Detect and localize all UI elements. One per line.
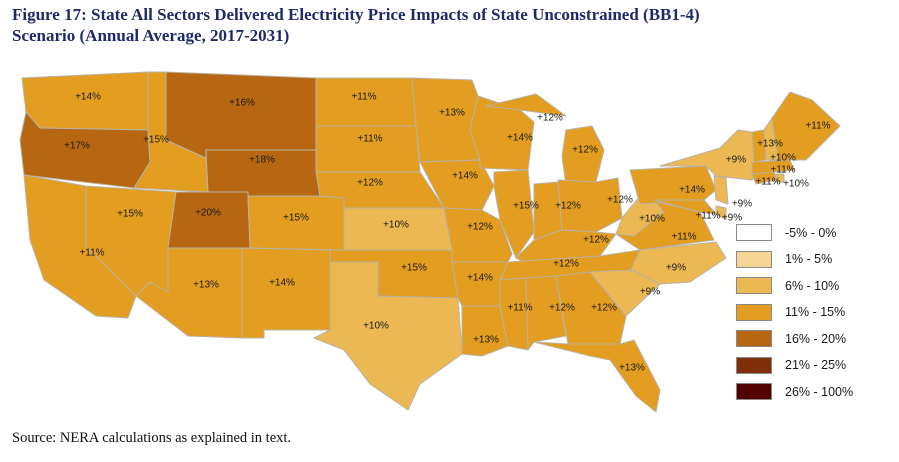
state-label-ia: +14% — [452, 171, 478, 182]
legend-label: 6% - 10% — [785, 278, 840, 293]
state-label-wa: +14% — [75, 92, 101, 103]
state-label-nh: +10% — [770, 153, 796, 164]
state-label-ks: +10% — [383, 220, 409, 231]
legend-item: 11% - 15% — [736, 302, 853, 323]
state-label-mn: +13% — [439, 108, 465, 119]
state-label-me: +11% — [805, 121, 830, 132]
legend-label: 21% - 25% — [785, 358, 847, 372]
state-label-tx: +10% — [363, 321, 389, 332]
legend-label: 26% - 100% — [785, 384, 854, 399]
legend-item: 21% - 25% — [736, 355, 853, 376]
state-label-tn: +12% — [553, 259, 579, 270]
state-label-in: +12% — [555, 201, 581, 212]
state-label-sc: +9% — [640, 287, 660, 298]
state-label-sd: +11% — [357, 134, 382, 145]
state-mi — [561, 125, 605, 187]
state-label-or: +17% — [64, 141, 90, 152]
legend-item: 6% - 10% — [736, 275, 853, 296]
state-me — [771, 91, 841, 161]
state-label-up: +12% — [537, 113, 563, 124]
state-label-md: +11% — [695, 211, 720, 222]
legend-item: 26% - 100% — [736, 381, 853, 402]
us-state-map: +14% +17% +11% +15% +15% +16% +18% +20% +15% +13%… — [19, 71, 841, 413]
legend-item: 16% - 20% — [736, 328, 853, 349]
map-legend: -5% - 0% 1% - 5% 6% - 10% 11% - 15% 16% - 20… — [736, 222, 853, 408]
legend-item: 1% - 5% — [736, 249, 853, 270]
state-nm — [241, 247, 331, 339]
state-mo — [443, 207, 513, 263]
state-label-vt: +13% — [757, 139, 783, 150]
state-label-ca: +11% — [79, 248, 104, 259]
figure-title: Figure 17: State All Sectors Delivered E… — [12, 4, 892, 46]
legend-label: -5% - 0% — [785, 225, 837, 240]
state-ms — [499, 277, 529, 351]
state-ia — [419, 159, 495, 211]
state-label-ne: +12% — [357, 178, 383, 189]
legend-swatch — [736, 303, 772, 321]
state-label-mt: +16% — [229, 98, 255, 109]
legend-label: 11% - 15% — [785, 305, 846, 319]
state-label-la: +13% — [473, 335, 499, 346]
state-mt — [165, 71, 317, 159]
state-label-mi: +12% — [572, 145, 598, 156]
state-ut — [167, 191, 251, 249]
legend-label: 1% - 5% — [785, 252, 833, 266]
legend-swatch — [736, 383, 772, 400]
state-label-id: +15% — [143, 135, 169, 146]
legend-swatch — [736, 277, 772, 294]
state-label-ma: +11% — [770, 165, 795, 176]
state-label-nc: +9% — [666, 263, 686, 274]
state-al — [525, 275, 567, 351]
state-label-mo: +12% — [467, 222, 493, 233]
legend-swatch — [736, 250, 772, 268]
state-fl — [533, 339, 661, 413]
state-label-co: +15% — [283, 213, 309, 224]
state-label-nj: +9% — [732, 199, 752, 210]
state-label-al: +12% — [549, 303, 575, 314]
state-label-il: +15% — [513, 201, 539, 212]
state-label-ga: +12% — [591, 303, 617, 314]
source-note: Source: NERA calculations as explained i… — [12, 430, 292, 446]
state-la — [461, 305, 509, 357]
state-label-az: +13% — [193, 280, 219, 291]
state-label-ny: +9% — [726, 155, 746, 166]
state-label-va: +11% — [671, 232, 696, 243]
legend-swatch — [736, 224, 772, 241]
legend-swatch — [736, 330, 772, 347]
state-label-de: +9% — [722, 213, 742, 224]
state-label-ar: +14% — [467, 273, 493, 284]
state-label-pa: +14% — [679, 185, 705, 196]
state-label-wi: +14% — [507, 133, 533, 144]
state-label-ms: +11% — [507, 303, 532, 314]
state-label-oh: +12% — [607, 195, 633, 206]
state-label-wy: +18% — [249, 155, 275, 166]
state-label-nd: +11% — [351, 92, 376, 103]
state-ma — [751, 159, 795, 175]
figure-title-line1: Figure 17: State All Sectors Delivered E… — [12, 5, 700, 24]
state-mn — [411, 77, 481, 163]
state-nj — [713, 175, 729, 205]
state-ga — [555, 271, 627, 345]
state-label-nv: +15% — [117, 209, 143, 220]
state-label-ky: +12% — [583, 235, 609, 246]
legend-label: 16% - 20% — [785, 331, 847, 346]
state-label-ri: +10% — [783, 179, 809, 190]
figure-title-line2: Scenario (Annual Average, 2017-2031) — [12, 26, 290, 45]
state-label-fl: +13% — [619, 363, 645, 374]
state-label-nm: +14% — [269, 278, 295, 289]
state-label-ok: +15% — [401, 263, 427, 274]
state-ri — [775, 173, 785, 183]
state-label-ct: +11% — [755, 177, 780, 188]
state-tx — [313, 261, 463, 411]
legend-swatch — [736, 356, 772, 374]
state-labels: +14% +17% +11% +15% +15% +16% +18% +20% +15% +13%… — [64, 92, 831, 374]
state-label-wv: +10% — [639, 214, 665, 225]
state-up — [485, 93, 567, 117]
legend-item: -5% - 0% — [736, 222, 853, 243]
state-de — [715, 205, 727, 221]
state-label-ut: +20% — [195, 208, 221, 219]
state-pa — [629, 165, 717, 205]
state-wi — [469, 95, 535, 171]
